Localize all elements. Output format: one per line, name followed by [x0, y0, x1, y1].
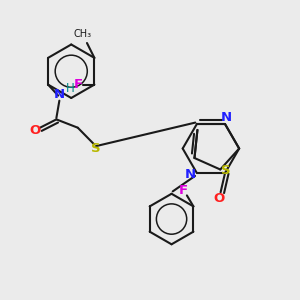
Text: F: F: [74, 78, 82, 91]
Text: O: O: [29, 124, 40, 136]
Text: N: N: [54, 88, 65, 101]
Text: N: N: [221, 111, 232, 124]
Text: N: N: [185, 168, 196, 181]
Text: F: F: [178, 184, 188, 196]
Text: S: S: [221, 164, 230, 178]
Text: O: O: [214, 192, 225, 205]
Text: CH₃: CH₃: [74, 29, 92, 39]
Text: S: S: [91, 142, 101, 155]
Text: H: H: [65, 82, 74, 95]
